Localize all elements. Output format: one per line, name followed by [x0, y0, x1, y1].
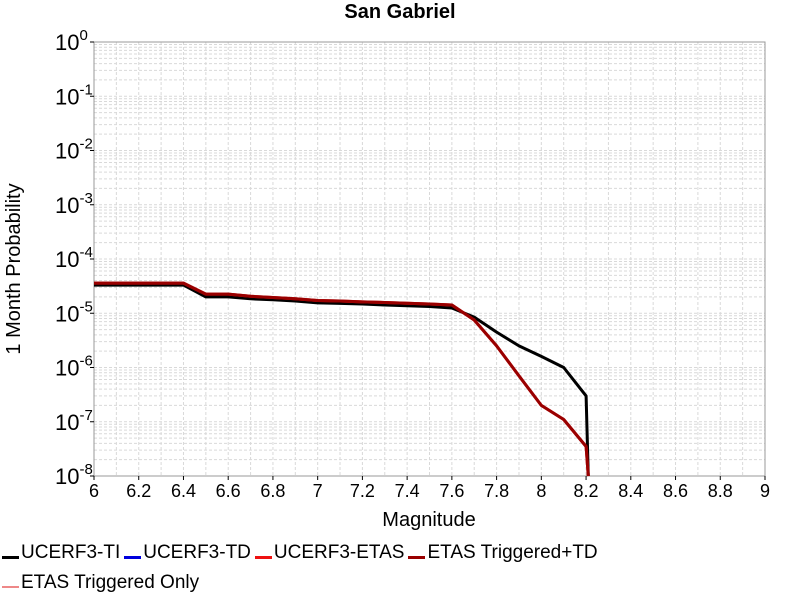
x-tick-label: 9 [760, 481, 770, 501]
legend-row: UCERF3-TI UCERF3-TD UCERF3-ETAS ETAS Trigge… [2, 538, 798, 568]
legend-label: UCERF3-ETAS [273, 542, 405, 563]
legend-item: ETAS Triggered+TD [408, 542, 598, 564]
y-axis: 100 10-1 10-2 10-3 10-4 10-5 10-6 10-7 10-8 [55, 27, 94, 489]
x-tick-label: 7.2 [350, 481, 375, 501]
x-tick-label: 7 [313, 481, 323, 501]
legend-swatch [124, 555, 142, 559]
x-tick-label: 6.2 [126, 481, 151, 501]
x-tick-label: 7.4 [395, 481, 420, 501]
legend-swatch [408, 555, 426, 559]
legend-item: UCERF3-TI [2, 542, 120, 564]
x-axis: 6 6.2 6.4 6.6 6.8 7 7.2 7.4 7.6 7.8 8 8.2 8.4 8.6 8.8 9 [89, 476, 770, 501]
legend-item: UCERF3-ETAS [254, 542, 405, 564]
y-tick-label: 100 [55, 27, 88, 55]
y-axis-label: 1 Month Probability [3, 183, 25, 354]
x-axis-label: Magnitude [382, 509, 475, 531]
grid-lines [93, 42, 765, 477]
legend-swatch [2, 555, 19, 559]
series-line-etas-triggered-td [94, 281, 590, 477]
y-tick-label: 10-7 [55, 407, 93, 435]
legend-row: ETAS Triggered Only [2, 568, 798, 598]
y-tick-label: 10-3 [55, 190, 93, 218]
x-tick-label: 8.8 [708, 481, 733, 501]
y-tick-label: 10-6 [55, 353, 93, 381]
y-tick-label: 10-2 [55, 136, 93, 164]
y-tick-label: 10-8 [55, 461, 93, 489]
x-tick-label: 8.4 [618, 481, 643, 501]
x-tick-label: 6.6 [216, 481, 241, 501]
legend-label: UCERF3-TD [143, 542, 251, 563]
y-tick-label: 10-5 [55, 298, 93, 326]
legend: UCERF3-TI UCERF3-TD UCERF3-ETAS ETAS Trigge… [2, 538, 798, 598]
legend-swatch [254, 555, 272, 559]
x-tick-label: 8.6 [663, 481, 688, 501]
x-tick-label: 8 [536, 481, 546, 501]
x-tick-label: 8.2 [574, 481, 599, 501]
legend-label: ETAS Triggered Only [21, 572, 200, 593]
series-layer [94, 281, 590, 477]
legend-item: ETAS Triggered Only [2, 572, 199, 594]
legend-label: UCERF3-TI [21, 542, 121, 563]
series-line-ucerf3-ti [94, 283, 590, 477]
x-tick-label: 7.8 [484, 481, 509, 501]
x-tick-label: 7.6 [439, 481, 464, 501]
y-tick-label: 10-4 [55, 244, 93, 272]
chart-title: San Gabriel [344, 1, 455, 23]
legend-swatch [2, 586, 19, 588]
y-tick-label: 10-1 [55, 81, 93, 109]
legend-item: UCERF3-TD [124, 542, 251, 564]
x-tick-label: 6 [89, 481, 99, 501]
x-tick-label: 6.4 [171, 481, 196, 501]
legend-label: ETAS Triggered+TD [427, 542, 598, 563]
x-tick-label: 6.8 [260, 481, 285, 501]
